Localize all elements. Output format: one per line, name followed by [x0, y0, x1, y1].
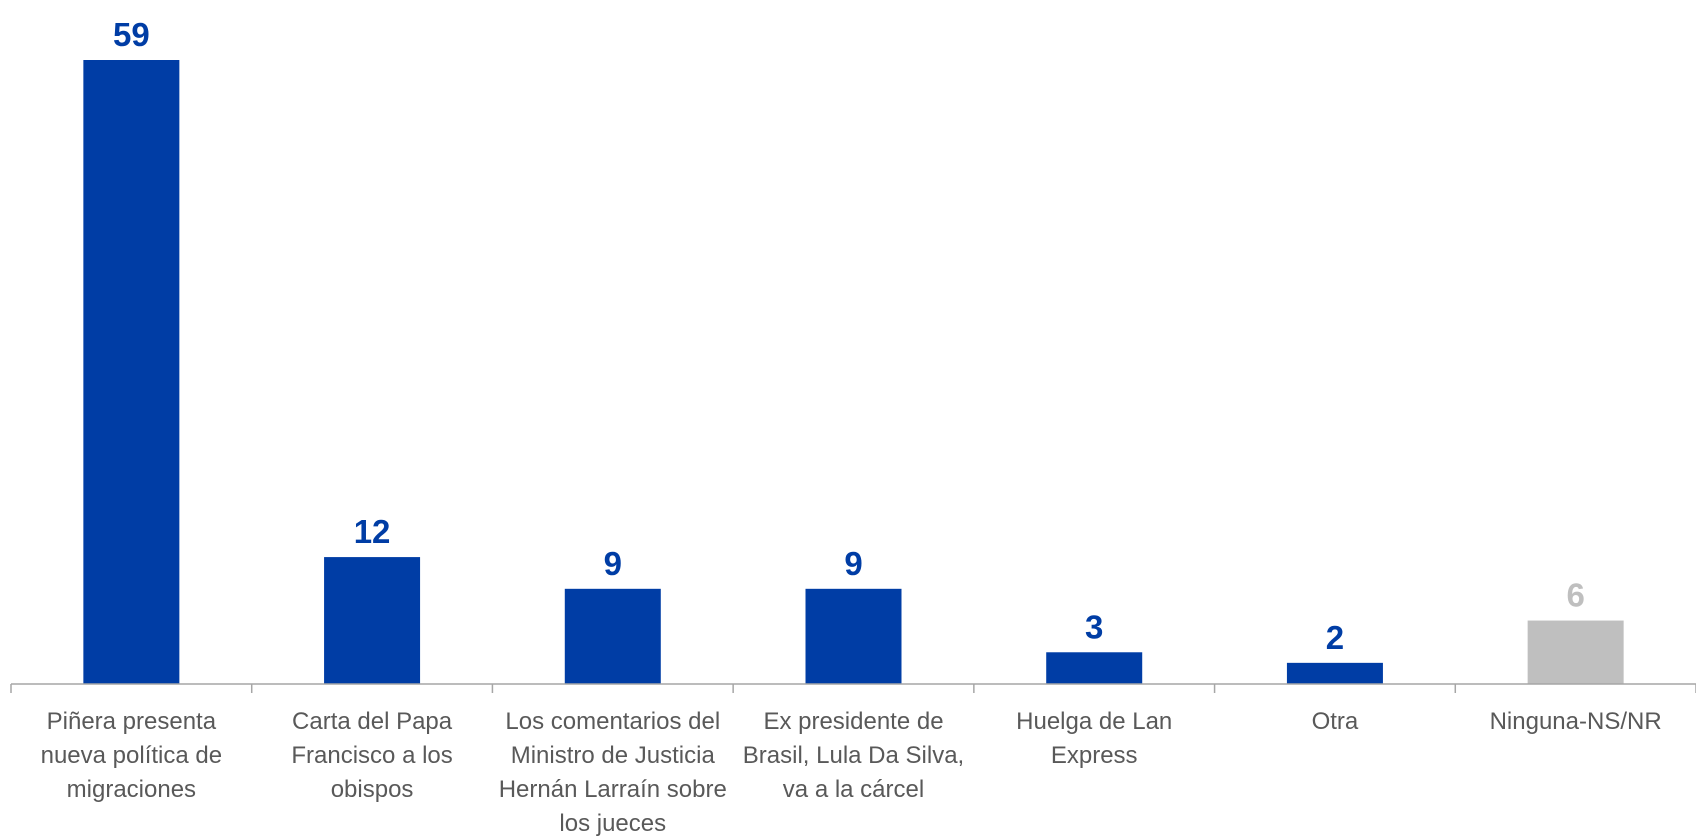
- category-label: Huelga de Lan Express: [1016, 708, 1172, 769]
- category-label: Ex presidente de Brasil, Lula Da Silva, va…: [743, 708, 964, 803]
- category-label-line: nueva política de: [41, 742, 222, 769]
- category-label-line: Francisco a los: [291, 742, 452, 769]
- category-labels-group: Piñera presenta nueva política de migracio…: [41, 708, 1662, 836]
- data-label: 3: [1085, 608, 1103, 645]
- data-label: 2: [1326, 619, 1344, 656]
- bar: [1527, 620, 1624, 684]
- category-label-line: va a la cárcel: [783, 776, 924, 803]
- category-label-line: Express: [1051, 742, 1138, 769]
- category-label-line: Otra: [1312, 708, 1359, 735]
- category-label-line: migraciones: [67, 776, 196, 803]
- bar: [805, 588, 902, 684]
- category-label-line: Piñera presenta: [47, 708, 217, 735]
- data-label: 59: [113, 16, 150, 53]
- category-label-line: Carta del Papa: [292, 708, 453, 735]
- category-label-line: los jueces: [559, 810, 666, 836]
- category-label-line: Huelga de Lan: [1016, 708, 1172, 735]
- category-label-line: Ministro de Justicia: [511, 742, 716, 769]
- category-label: Carta del Papa Francisco a los obispos: [291, 708, 452, 803]
- data-label: 9: [604, 545, 622, 582]
- value-labels-group: 59 12 9 9 3 2 6: [113, 16, 1585, 656]
- bars-group: [83, 60, 1624, 684]
- category-label-line: Brasil, Lula Da Silva,: [743, 742, 964, 769]
- category-label-line: obispos: [331, 776, 414, 803]
- category-label: Los comentarios del Ministro de Justicia H…: [499, 708, 727, 836]
- category-label-line: Ex presidente de: [763, 708, 943, 735]
- bar: [83, 60, 180, 684]
- bar: [1046, 652, 1143, 684]
- data-label: 12: [354, 513, 391, 550]
- category-label-line: Hernán Larraín sobre: [499, 776, 727, 803]
- bar: [564, 588, 661, 684]
- data-label: 9: [844, 545, 862, 582]
- category-label: Otra: [1312, 708, 1359, 735]
- bar: [324, 557, 421, 684]
- data-label: 6: [1566, 577, 1584, 614]
- category-label: Ninguna-NS/NR: [1490, 708, 1662, 735]
- category-label-line: Ninguna-NS/NR: [1490, 708, 1662, 735]
- category-label: Piñera presenta nueva política de migracio…: [41, 708, 222, 803]
- x-axis: [10, 683, 1696, 693]
- category-label-line: Los comentarios del: [505, 708, 720, 735]
- bar: [1286, 662, 1383, 684]
